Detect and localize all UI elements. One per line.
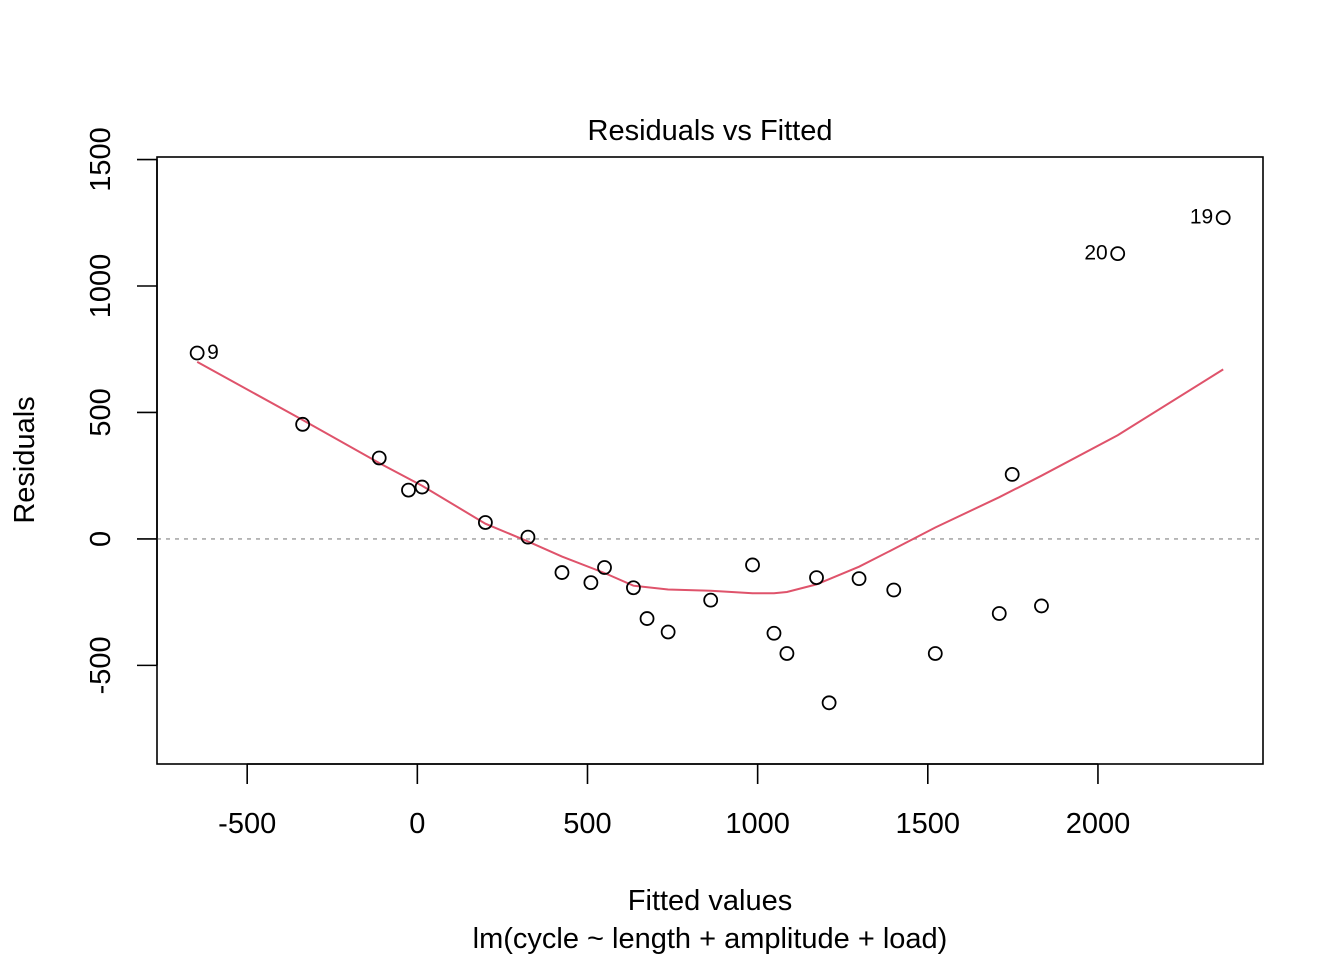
data-point [766,625,782,641]
data-point [583,575,599,591]
y-axis-title: Residuals [9,396,41,523]
point-label: 20 [1084,242,1107,265]
x-tick-label: 1000 [725,808,790,840]
data-point [809,570,824,586]
y-tick-label: 0 [85,531,117,547]
data-point [886,582,902,598]
data-point [1110,246,1126,262]
chart-title: Residuals vs Fitted [588,115,833,147]
x-tick-label: 2000 [1066,808,1131,840]
data-point [1004,467,1020,482]
data-point [821,695,837,711]
data-point [189,345,205,361]
data-point [371,450,387,466]
smooth-trend-line [196,361,1224,595]
x-axis-title: Fitted values [628,885,792,917]
y-tick-label: 1500 [85,127,117,192]
data-point [295,416,311,432]
data-point [745,557,760,573]
data-point [779,646,795,661]
data-point [1215,210,1231,226]
y-tick-label: -500 [85,636,117,694]
data-point [477,515,493,530]
data-point [554,565,570,580]
x-tick-label: 1500 [896,808,961,840]
data-point [401,482,416,498]
data-point [1034,598,1049,614]
data-point [414,479,430,495]
point-label: 9 [207,341,219,364]
point-label: 19 [1190,206,1213,229]
x-tick-label: -500 [218,808,276,840]
y-tick-label: 1000 [85,254,117,319]
x-tick-label: 0 [409,808,425,840]
data-point [660,624,676,640]
data-point [597,560,612,575]
data-point [703,592,719,608]
data-point [991,606,1007,621]
data-point [851,571,867,587]
x-tick-label: 500 [563,808,611,840]
x-axis-subtitle: lm(cycle ~ length + amplitude + load) [473,923,948,955]
y-tick-label: 500 [85,388,117,436]
data-point [520,529,536,545]
data-point [927,646,943,661]
data-point [626,580,641,596]
data-point [639,611,655,626]
